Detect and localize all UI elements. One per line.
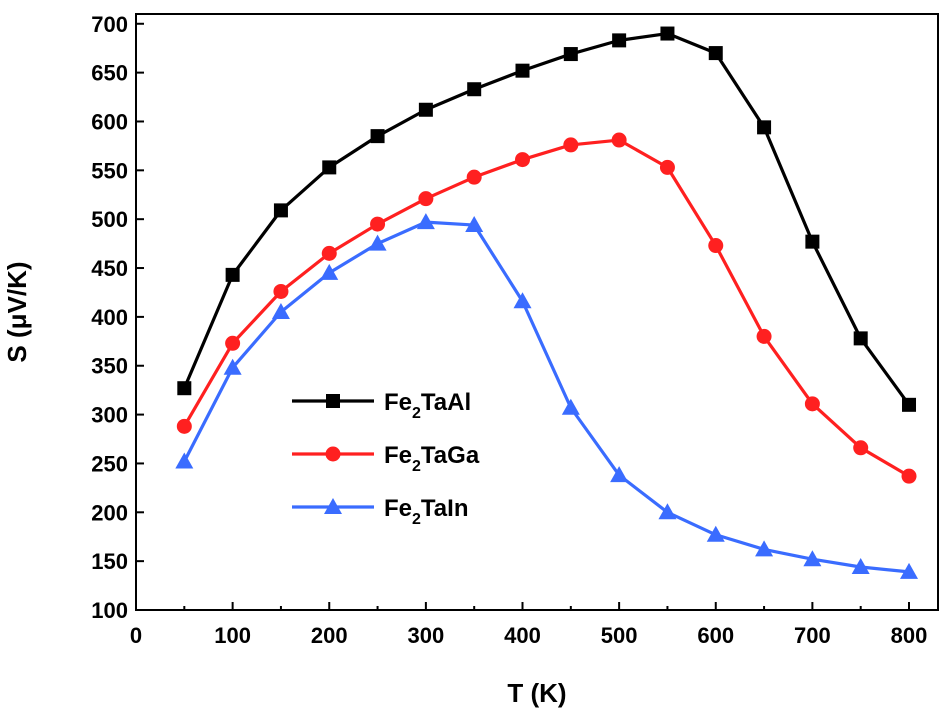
axes: 0 100 200 300 400 500 600 700 800100150200250300… bbox=[91, 12, 927, 648]
data-point bbox=[418, 191, 434, 207]
x-axis-title: T (K) bbox=[507, 678, 566, 708]
data-point bbox=[563, 47, 578, 62]
legend-item: Fe2TaIn bbox=[292, 495, 468, 528]
data-point bbox=[466, 169, 482, 185]
data-point bbox=[465, 216, 484, 233]
data-point bbox=[706, 525, 725, 542]
data-point bbox=[177, 381, 192, 396]
legend-label: Fe2TaIn bbox=[384, 495, 468, 528]
data-point bbox=[368, 234, 387, 251]
data-point bbox=[322, 160, 337, 175]
data-point bbox=[804, 396, 820, 412]
data-point bbox=[853, 440, 869, 456]
data-point bbox=[515, 63, 530, 78]
x-tick-label: 300 bbox=[408, 623, 445, 648]
x-tick-label: 100 bbox=[214, 623, 251, 648]
data-point bbox=[273, 203, 288, 218]
data-point bbox=[370, 129, 385, 144]
data-point bbox=[660, 26, 675, 41]
series-line bbox=[182, 138, 910, 478]
data-point bbox=[900, 562, 919, 579]
data-point bbox=[515, 152, 531, 168]
y-tick-label: 350 bbox=[91, 354, 128, 379]
data-point bbox=[708, 46, 723, 61]
data-point bbox=[708, 238, 724, 254]
data-point bbox=[902, 397, 917, 412]
x-tick-label: 800 bbox=[891, 623, 928, 648]
data-point bbox=[416, 213, 435, 230]
data-point bbox=[225, 267, 240, 282]
data-point bbox=[321, 245, 337, 261]
legend-item: Fe2TaAl bbox=[292, 389, 471, 422]
y-tick-label: 650 bbox=[91, 61, 128, 86]
legend: Fe2TaAl Fe2TaGa Fe2TaIn bbox=[292, 389, 480, 528]
y-tick-label: 400 bbox=[91, 305, 128, 330]
data-point bbox=[561, 398, 580, 415]
data-point bbox=[658, 503, 677, 520]
series-line bbox=[182, 220, 910, 574]
data-point bbox=[803, 550, 822, 567]
legend-label: Fe2TaAl bbox=[384, 389, 471, 422]
legend-marker bbox=[324, 498, 342, 514]
data-point bbox=[513, 292, 532, 309]
data-point bbox=[467, 82, 482, 97]
y-tick-label: 550 bbox=[91, 158, 128, 183]
y-tick-label: 700 bbox=[91, 12, 128, 37]
data-point bbox=[418, 102, 433, 117]
y-tick-label: 100 bbox=[91, 598, 128, 623]
data-point bbox=[755, 540, 774, 557]
y-tick-label: 450 bbox=[91, 256, 128, 281]
x-tick-label: 600 bbox=[697, 623, 734, 648]
y-tick-label: 150 bbox=[91, 549, 128, 574]
legend-label: Fe2TaGa bbox=[384, 442, 480, 475]
plot-frame bbox=[135, 13, 939, 611]
legend-item: Fe2TaGa bbox=[292, 442, 480, 475]
data-point bbox=[320, 263, 339, 280]
data-point bbox=[612, 33, 627, 48]
data-point bbox=[563, 137, 579, 153]
x-tick-label: 700 bbox=[794, 623, 831, 648]
data-point bbox=[756, 328, 772, 344]
data-point bbox=[611, 132, 627, 148]
data-point bbox=[805, 234, 820, 249]
data-point bbox=[273, 283, 289, 299]
data-point bbox=[176, 418, 192, 434]
data-point bbox=[757, 120, 772, 135]
data-point bbox=[659, 159, 675, 175]
series-Fe2TaGa bbox=[176, 132, 917, 484]
y-tick-label: 600 bbox=[91, 109, 128, 134]
data-point bbox=[853, 331, 868, 346]
data-point bbox=[175, 452, 194, 469]
series-line bbox=[182, 31, 911, 406]
data-point bbox=[271, 303, 290, 319]
y-axis-title: S (μV/K) bbox=[2, 261, 32, 362]
y-tick-label: 250 bbox=[91, 451, 128, 476]
data-point bbox=[901, 468, 917, 484]
legend-marker bbox=[325, 446, 341, 462]
x-tick-label: 200 bbox=[311, 623, 348, 648]
x-tick-label: 0 bbox=[130, 623, 142, 648]
legend-marker bbox=[326, 394, 340, 408]
x-tick-label: 500 bbox=[601, 623, 638, 648]
data-point bbox=[225, 335, 241, 351]
x-tick-label: 400 bbox=[504, 623, 541, 648]
y-tick-label: 300 bbox=[91, 403, 128, 428]
plot-marks bbox=[175, 26, 919, 579]
series-Fe2TaAl bbox=[177, 26, 917, 412]
y-tick-label: 500 bbox=[91, 207, 128, 232]
data-point bbox=[851, 558, 870, 575]
series-Fe2TaIn bbox=[175, 213, 919, 579]
data-point bbox=[223, 358, 242, 375]
y-tick-label: 200 bbox=[91, 500, 128, 525]
data-point bbox=[610, 466, 629, 483]
data-point bbox=[370, 216, 386, 232]
